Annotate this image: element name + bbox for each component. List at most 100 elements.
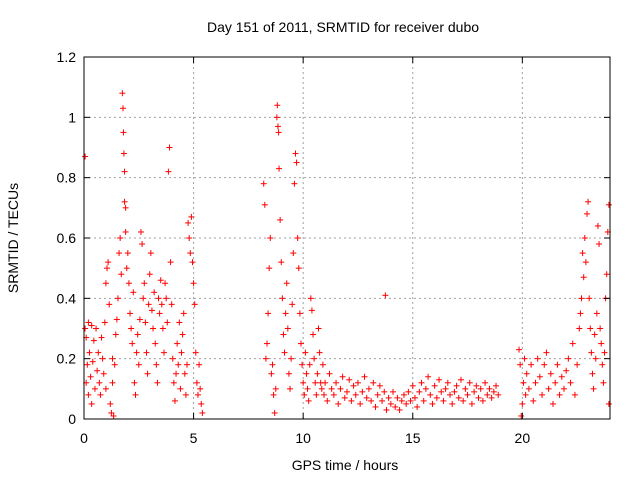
data-point bbox=[86, 349, 93, 356]
data-point bbox=[127, 310, 134, 317]
plot-frame bbox=[83, 56, 611, 420]
data-point bbox=[120, 105, 127, 112]
data-point bbox=[273, 114, 280, 121]
data-point bbox=[268, 370, 275, 377]
data-point bbox=[490, 388, 497, 395]
data-point bbox=[292, 150, 299, 157]
data-point bbox=[453, 382, 460, 389]
data-point bbox=[418, 379, 425, 386]
data-point bbox=[414, 403, 421, 410]
data-point bbox=[282, 310, 289, 317]
data-point bbox=[182, 391, 189, 398]
data-point bbox=[146, 271, 153, 278]
data-point bbox=[260, 180, 267, 187]
data-point bbox=[136, 316, 143, 323]
data-point bbox=[330, 391, 337, 398]
data-point bbox=[346, 376, 353, 383]
data-point bbox=[197, 385, 204, 392]
data-point bbox=[416, 388, 423, 395]
data-point bbox=[536, 373, 543, 380]
data-point bbox=[556, 391, 563, 398]
data-point bbox=[462, 385, 469, 392]
data-point bbox=[101, 319, 108, 326]
data-point bbox=[522, 391, 529, 398]
data-point bbox=[486, 385, 493, 392]
data-point bbox=[110, 412, 117, 419]
data-point bbox=[137, 228, 144, 235]
data-point bbox=[431, 382, 438, 389]
data-point bbox=[125, 280, 132, 287]
data-point bbox=[518, 412, 525, 419]
data-point bbox=[407, 397, 414, 404]
data-point bbox=[112, 331, 119, 338]
data-point bbox=[145, 301, 152, 308]
data-point bbox=[400, 391, 407, 398]
data-point bbox=[579, 250, 586, 257]
data-point bbox=[565, 355, 572, 362]
data-point bbox=[160, 349, 167, 356]
data-point bbox=[305, 397, 312, 404]
data-point bbox=[525, 385, 532, 392]
data-point bbox=[333, 379, 340, 386]
data-point bbox=[129, 340, 136, 347]
data-point bbox=[304, 385, 311, 392]
data-point bbox=[597, 325, 604, 332]
data-point bbox=[142, 319, 149, 326]
data-point bbox=[105, 259, 112, 266]
data-point bbox=[106, 301, 113, 308]
data-point bbox=[277, 216, 284, 223]
data-point bbox=[102, 385, 109, 392]
data-point bbox=[581, 235, 588, 241]
data-point bbox=[534, 355, 541, 362]
data-point bbox=[109, 355, 116, 362]
data-point bbox=[132, 391, 139, 398]
data-point bbox=[108, 409, 115, 416]
data-point bbox=[301, 391, 308, 398]
data-point bbox=[582, 259, 589, 266]
data-point bbox=[168, 301, 175, 308]
data-point bbox=[116, 250, 123, 257]
data-point bbox=[151, 289, 158, 296]
data-point bbox=[451, 388, 458, 395]
data-point bbox=[278, 259, 285, 266]
data-point bbox=[303, 370, 310, 377]
data-point bbox=[295, 265, 302, 272]
data-point bbox=[124, 250, 131, 257]
data-point bbox=[155, 295, 162, 302]
data-point bbox=[567, 379, 574, 386]
data-point bbox=[344, 388, 350, 395]
data-point bbox=[588, 349, 595, 356]
data-point bbox=[563, 367, 570, 374]
data-point bbox=[571, 391, 578, 398]
data-point bbox=[285, 370, 292, 377]
y-tick-label: 0.2 bbox=[57, 351, 77, 367]
data-point bbox=[113, 316, 120, 323]
data-point bbox=[468, 400, 475, 407]
data-point bbox=[261, 201, 268, 208]
data-point bbox=[89, 358, 96, 365]
data-point bbox=[119, 90, 126, 97]
data-point bbox=[591, 331, 598, 338]
data-point bbox=[144, 370, 151, 377]
data-point bbox=[471, 388, 478, 395]
data-point bbox=[177, 385, 184, 392]
y-tick-label: 0.4 bbox=[57, 290, 77, 306]
data-point bbox=[131, 379, 138, 386]
data-point bbox=[121, 198, 128, 205]
data-point bbox=[104, 265, 111, 272]
data-point bbox=[383, 406, 390, 413]
data-point bbox=[271, 409, 278, 416]
data-point bbox=[287, 385, 294, 392]
data-point bbox=[163, 295, 170, 302]
data-point bbox=[93, 325, 100, 332]
data-point bbox=[284, 325, 291, 332]
data-point bbox=[569, 340, 576, 347]
data-point bbox=[322, 379, 329, 386]
x-tick-label: 15 bbox=[405, 430, 421, 446]
data-point bbox=[169, 355, 176, 362]
x-tick-label: 5 bbox=[190, 430, 198, 446]
data-point bbox=[187, 250, 194, 257]
data-point bbox=[528, 361, 535, 368]
data-point bbox=[171, 397, 178, 404]
data-point bbox=[178, 349, 185, 356]
